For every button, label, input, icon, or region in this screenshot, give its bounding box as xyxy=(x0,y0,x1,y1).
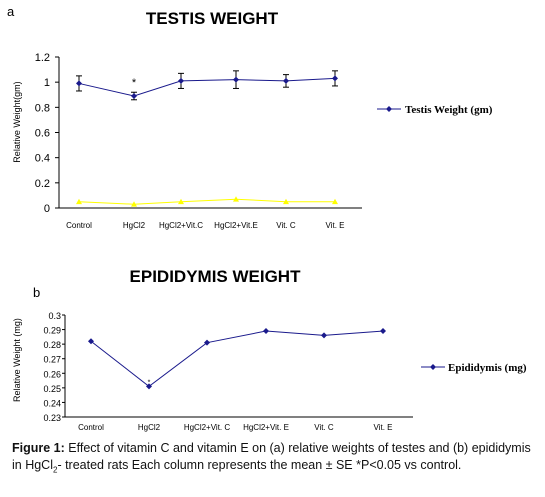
x-category-label: HgCl2 xyxy=(123,221,146,230)
data-point xyxy=(263,328,269,335)
y-tick-label: 0.24 xyxy=(43,398,61,408)
data-point xyxy=(178,77,184,84)
series-line xyxy=(78,198,335,205)
legend-marker-a xyxy=(386,106,392,112)
data-point xyxy=(76,198,82,205)
x-category-label: Control xyxy=(66,221,92,230)
x-category-label: Control xyxy=(78,423,104,432)
data-point xyxy=(332,198,338,205)
series-line xyxy=(78,77,336,97)
significance-asterisk: * xyxy=(132,77,137,89)
panel-label-a: a xyxy=(7,4,15,19)
data-point xyxy=(233,76,239,83)
data-point xyxy=(131,201,137,207)
caption-label: Figure 1: xyxy=(12,441,65,455)
data-point xyxy=(88,338,94,345)
significance-asterisk: * xyxy=(148,379,151,386)
legend-label-testis: Testis Weight (gm) xyxy=(405,104,493,116)
x-category-label: Vit. C xyxy=(314,423,334,432)
y-tick-label: 0.23 xyxy=(43,413,61,423)
x-category-label: HgCl2+Vit.E xyxy=(214,221,258,230)
data-point xyxy=(380,328,386,335)
chart-title-testis: TESTIS WEIGHT xyxy=(146,9,279,28)
legend-a: Testis Weight (gm) xyxy=(377,104,493,116)
panel-label-b: b xyxy=(33,285,40,300)
svg-text:Relative Weight(gm): Relative Weight(gm) xyxy=(12,81,22,162)
data-point xyxy=(131,93,137,100)
caption-text-1: Effect of vitamin C and vitamin E on (a)… xyxy=(12,441,531,472)
x-category-label: HgCl2+Vit. C xyxy=(184,423,231,432)
data-point xyxy=(178,198,184,205)
x-category-label: Vit. E xyxy=(326,221,345,230)
testis-weight-chart: a TESTIS WEIGHT Relative Weight(gm) 0 0.2… xyxy=(7,4,493,230)
legend-label-epididymis: Epididymis (mg) xyxy=(448,362,527,374)
figure-caption: Figure 1: Effect of vitamin C and vitami… xyxy=(12,440,537,479)
y-tick-label: 0.25 xyxy=(43,384,61,394)
y-tick-label: 0 xyxy=(44,203,50,215)
y-tick-label: 1.2 xyxy=(35,52,50,64)
data-point xyxy=(332,75,338,82)
y-axis-label-b: Relative Weight (mg) xyxy=(12,318,22,402)
data-point xyxy=(146,383,152,390)
y-tick-label: 0.2 xyxy=(35,178,50,190)
y-tick-label: 0.26 xyxy=(43,369,61,379)
y-tick-label: 0.28 xyxy=(43,340,61,350)
data-point xyxy=(233,196,239,202)
data-point xyxy=(283,198,289,205)
epididymis-weight-chart: b EPIDIDYMIS WEIGHT Relative Weight (mg)… xyxy=(12,267,527,432)
legend-marker-b xyxy=(430,364,436,370)
chart-title-epididymis: EPIDIDYMIS WEIGHT xyxy=(130,267,302,286)
data-point xyxy=(204,339,210,346)
data-point xyxy=(76,80,82,87)
x-category-label: HgCl2+Vit. E xyxy=(243,423,289,432)
svg-text:Relative Weight (mg): Relative Weight (mg) xyxy=(12,318,22,402)
y-tick-label: 0.4 xyxy=(35,153,50,165)
x-category-label: Vit. E xyxy=(374,423,393,432)
x-category-label: Vit. C xyxy=(276,221,296,230)
y-tick-label: 0.8 xyxy=(35,102,50,114)
y-tick-label: 0.27 xyxy=(43,355,61,365)
y-axis-label-a: Relative Weight(gm) xyxy=(12,81,22,162)
y-tick-label: 1 xyxy=(44,77,50,89)
legend-b: Epididymis (mg) xyxy=(421,362,527,374)
caption-text-2: - treated rats Each column represents th… xyxy=(57,458,462,472)
x-category-label: HgCl2+Vit.C xyxy=(159,221,203,230)
series-line xyxy=(90,330,384,388)
data-point xyxy=(321,332,327,339)
y-tick-label: 0.3 xyxy=(48,311,61,321)
y-tick-label: 0.6 xyxy=(35,128,50,140)
caption-subscript: 2 xyxy=(53,465,58,475)
y-tick-label: 0.29 xyxy=(43,326,61,336)
data-point xyxy=(283,77,289,84)
x-category-label: HgCl2 xyxy=(138,423,161,432)
